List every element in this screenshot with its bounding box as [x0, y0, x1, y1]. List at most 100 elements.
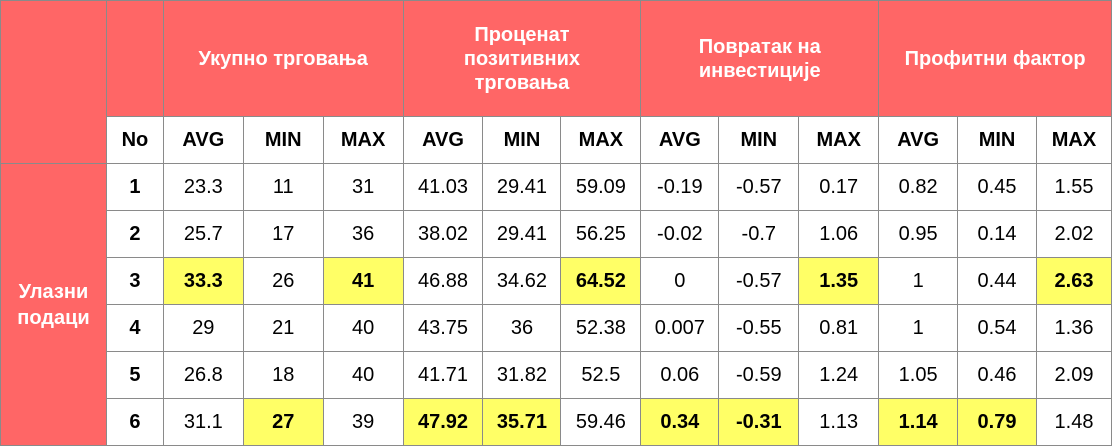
highlighted-value-cell: 2.63 — [1035, 257, 1112, 305]
input-data-label: Улазни подаци — [0, 163, 107, 446]
table-row: 3 33.3 26 41 46.88 34.62 64.52 0 -0.57 1.35 1 0.44 2… — [1, 257, 1112, 305]
sub-header-avg: AVG — [402, 116, 484, 164]
value-cell: 0.17 — [798, 163, 880, 211]
highlighted-value-cell: 27 — [242, 398, 324, 446]
sub-header-max: MAX — [560, 116, 642, 164]
value-cell: 26 — [242, 257, 324, 305]
value-cell: 38.02 — [402, 210, 484, 258]
value-cell: -0.55 — [718, 304, 800, 352]
value-cell: 2.09 — [1035, 351, 1112, 399]
value-cell: 25.7 — [162, 210, 244, 258]
group-header-profit-factor: Профитни фактор — [878, 0, 1112, 117]
highlighted-value-cell: 0.79 — [957, 398, 1037, 446]
row-number: 2 — [105, 210, 164, 258]
value-cell: 43.75 — [402, 304, 484, 352]
value-cell: 2.02 — [1035, 210, 1112, 258]
group-header-total-trades: Укупно трговања — [162, 0, 404, 117]
value-cell: 26.8 — [162, 351, 244, 399]
value-cell: 0.46 — [957, 351, 1037, 399]
value-cell: 39 — [322, 398, 404, 446]
sub-header-min: MIN — [242, 116, 324, 164]
table-row: Улазни подаци 1 23.3 11 31 41.03 29.41 59.09 -0.… — [0, 163, 1112, 446]
value-cell: 17 — [242, 210, 324, 258]
value-cell: 0.81 — [798, 304, 880, 352]
value-cell: -0.57 — [718, 257, 800, 305]
input-data-label-text: Улазни подаци — [17, 280, 90, 329]
value-cell: 0.54 — [957, 304, 1037, 352]
value-cell: 1.24 — [798, 351, 880, 399]
value-cell: 36 — [322, 210, 404, 258]
value-cell: 29 — [162, 304, 244, 352]
highlighted-value-cell: 1.35 — [798, 257, 880, 305]
no-header: No — [105, 116, 164, 164]
value-cell: -0.57 — [718, 163, 800, 211]
sub-header-max: MAX — [1035, 116, 1112, 164]
row-number: 4 — [105, 304, 164, 352]
value-cell: 18 — [242, 351, 324, 399]
sub-header-min: MIN — [482, 116, 562, 164]
value-cell: 52.38 — [560, 304, 642, 352]
row-number: 5 — [105, 351, 164, 399]
highlighted-value-cell: 47.92 — [402, 398, 484, 446]
sub-header-max: MAX — [322, 116, 404, 164]
group-header-row: Укупно трговања Проценат позитивних трго… — [0, 0, 1112, 164]
group-header-positive-trades-label: Проценат позитивних трговања — [463, 23, 581, 94]
row-number: 3 — [105, 257, 164, 305]
highlighted-value-cell: 41 — [322, 257, 404, 305]
sub-header-avg: AVG — [162, 116, 244, 164]
row-number: 1 — [105, 163, 164, 211]
value-cell: 56.25 — [560, 210, 642, 258]
value-cell: 1.05 — [878, 351, 959, 399]
value-cell: 1.06 — [798, 210, 880, 258]
corner-cell — [0, 0, 107, 164]
value-cell: 0.007 — [640, 304, 720, 352]
value-cell: 59.09 — [560, 163, 642, 211]
table-row: 5 26.8 18 40 41.71 31.82 52.5 0.06 -0.59 1.24 1.05… — [1, 351, 1112, 399]
sub-header-min: MIN — [957, 116, 1037, 164]
value-cell: 59.46 — [560, 398, 642, 446]
value-cell: 34.62 — [482, 257, 562, 305]
sub-header-avg: AVG — [878, 116, 959, 164]
value-cell: 41.03 — [402, 163, 484, 211]
value-cell: 29.41 — [482, 163, 562, 211]
value-cell: 0 — [640, 257, 720, 305]
group-header-positive-trades: Проценат позитивних трговања — [402, 0, 642, 117]
sub-header-avg: AVG — [640, 116, 720, 164]
value-cell: 1.13 — [798, 398, 880, 446]
table-row: 6 31.1 27 39 47.92 35.71 59.46 0.34 -0.31 1.13 1.1… — [1, 398, 1112, 446]
highlighted-value-cell: -0.31 — [718, 398, 800, 446]
group-header-roi-label: Повратак на инвестиције — [698, 35, 821, 82]
value-cell: 46.88 — [402, 257, 484, 305]
value-cell: 29.41 — [482, 210, 562, 258]
group-header-roi: Повратак на инвестиције — [640, 0, 880, 117]
value-cell: -0.19 — [640, 163, 720, 211]
value-cell: 1.55 — [1035, 163, 1112, 211]
highlighted-value-cell: 64.52 — [560, 257, 642, 305]
row-number: 6 — [105, 398, 164, 446]
highlighted-value-cell: 0.34 — [640, 398, 720, 446]
value-cell: 0.82 — [878, 163, 959, 211]
highlighted-value-cell: 33.3 — [162, 257, 244, 305]
value-cell: 1 — [878, 257, 959, 305]
value-cell: 0.14 — [957, 210, 1037, 258]
value-cell: 0.06 — [640, 351, 720, 399]
value-cell: 31.1 — [162, 398, 244, 446]
value-cell: 21 — [242, 304, 324, 352]
value-cell: 1 — [878, 304, 959, 352]
value-cell: 52.5 — [560, 351, 642, 399]
value-cell: -0.02 — [640, 210, 720, 258]
value-cell: -0.59 — [718, 351, 800, 399]
sub-header-row: No AVG MIN MAX AVG MIN MAX AVG MIN MAX A… — [1, 116, 1112, 164]
value-cell: 31.82 — [482, 351, 562, 399]
value-cell: 11 — [242, 163, 324, 211]
value-cell: 36 — [482, 304, 562, 352]
highlighted-value-cell: 1.14 — [878, 398, 959, 446]
corner-cell — [105, 0, 164, 117]
table-row: 2 25.7 17 36 38.02 29.41 56.25 -0.02 -0.7 1.06 0.9… — [1, 210, 1112, 258]
sub-header-min: MIN — [718, 116, 800, 164]
value-cell: 1.48 — [1035, 398, 1112, 446]
value-cell: 0.45 — [957, 163, 1037, 211]
value-cell: 41.71 — [402, 351, 484, 399]
